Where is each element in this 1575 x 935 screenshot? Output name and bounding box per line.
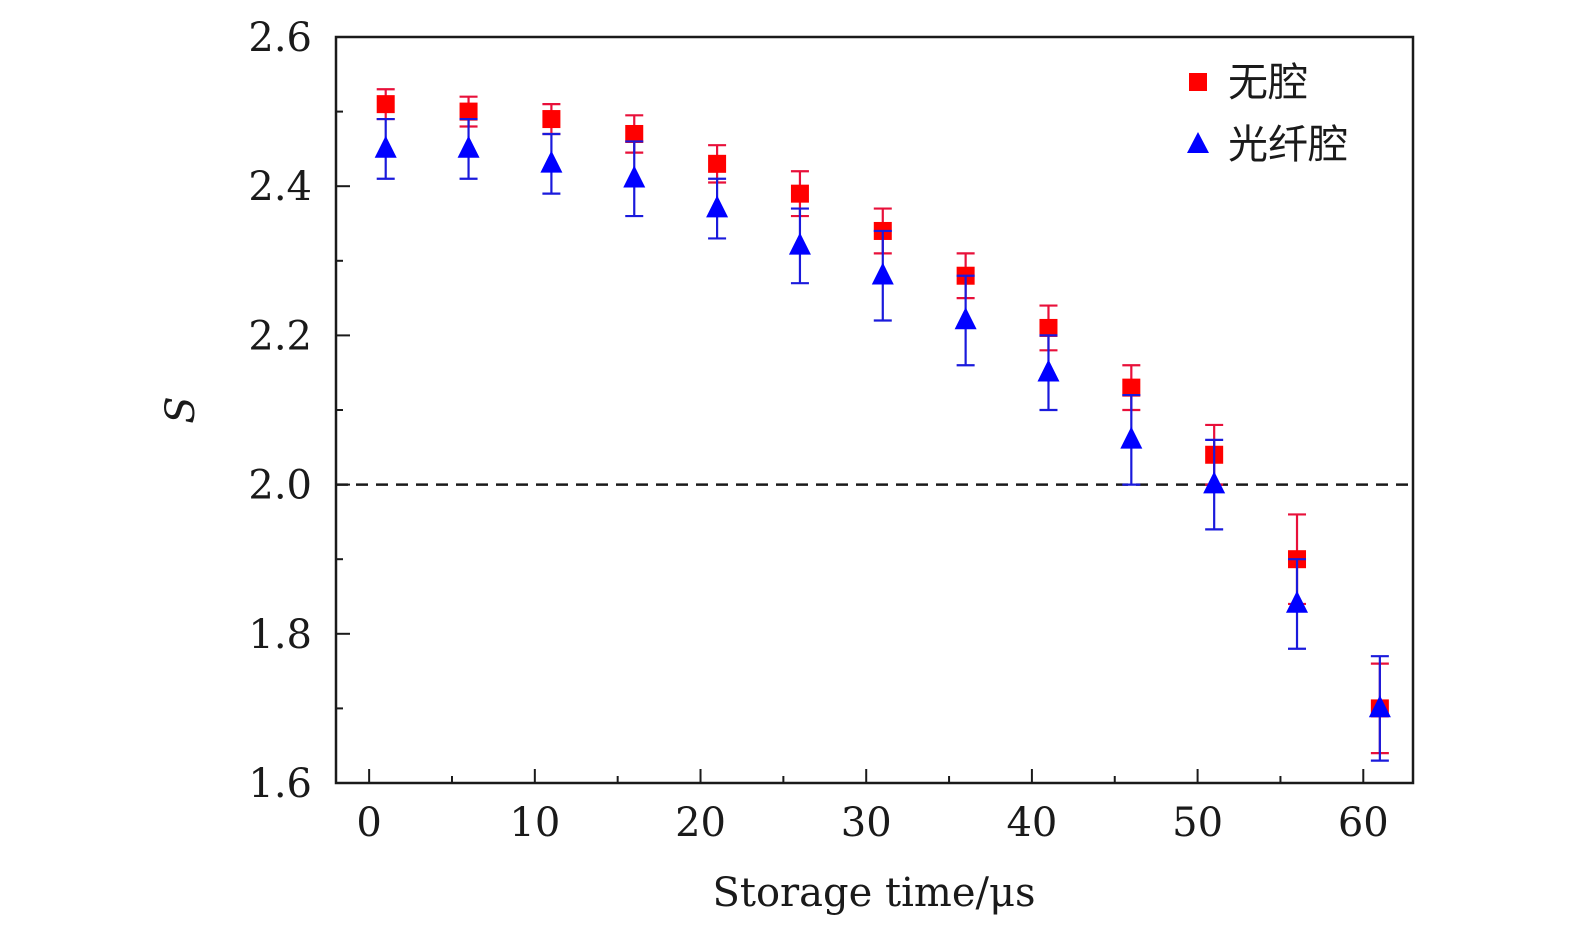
data-point-square bbox=[708, 154, 727, 173]
ticks-layer: 0 10 20 30 40 50 60 1.6 1.8 2.0 2.2 2.4 2.6 bbox=[248, 15, 1388, 846]
legend-marker-square bbox=[1189, 73, 1207, 91]
data-point-square bbox=[376, 95, 395, 114]
legend-label: 光纤腔 bbox=[1228, 122, 1348, 168]
data-point-triangle bbox=[1286, 590, 1309, 613]
x-axis-title: Storage time/μs bbox=[713, 870, 1036, 916]
data-point-square bbox=[1039, 318, 1058, 337]
x-tick-label: 40 bbox=[1006, 800, 1057, 846]
x-tick-label: 20 bbox=[675, 800, 726, 846]
data-point-square bbox=[790, 184, 809, 203]
data-point-triangle bbox=[1120, 426, 1143, 449]
legend-label: 无腔 bbox=[1228, 60, 1308, 106]
data-point-square bbox=[1122, 378, 1141, 397]
data-point-triangle bbox=[1368, 695, 1391, 718]
series-triangle bbox=[374, 117, 1391, 762]
x-tick-label: 0 bbox=[356, 800, 381, 846]
data-point-square bbox=[625, 124, 644, 143]
data-point-triangle bbox=[623, 165, 646, 188]
y-tick-label: 2.4 bbox=[248, 164, 312, 210]
y-axis-title: S bbox=[158, 396, 204, 423]
y-tick-label: 2.2 bbox=[248, 313, 312, 359]
y-tick-label: 2.6 bbox=[248, 15, 312, 61]
x-tick-label: 10 bbox=[509, 800, 560, 846]
series-layer bbox=[374, 88, 1391, 762]
x-tick-label: 60 bbox=[1338, 800, 1389, 846]
legend-marker-triangle bbox=[1187, 132, 1209, 153]
data-point-triangle bbox=[457, 135, 480, 158]
data-point-triangle bbox=[1037, 359, 1060, 382]
data-point-triangle bbox=[706, 195, 729, 218]
y-tick-label: 1.8 bbox=[248, 612, 312, 658]
x-tick-label: 50 bbox=[1172, 800, 1223, 846]
y-tick-label: 2.0 bbox=[248, 463, 312, 509]
data-point-triangle bbox=[954, 307, 977, 330]
data-point-triangle bbox=[374, 135, 397, 158]
data-point-square bbox=[542, 110, 561, 129]
x-tick-label: 30 bbox=[841, 800, 892, 846]
data-point-square bbox=[459, 102, 478, 121]
data-point-triangle bbox=[1203, 471, 1226, 494]
data-point-triangle bbox=[788, 232, 811, 255]
data-point-triangle bbox=[871, 262, 894, 285]
data-point-triangle bbox=[540, 150, 563, 173]
series-square bbox=[376, 88, 1389, 755]
y-tick-label: 1.6 bbox=[248, 761, 312, 807]
